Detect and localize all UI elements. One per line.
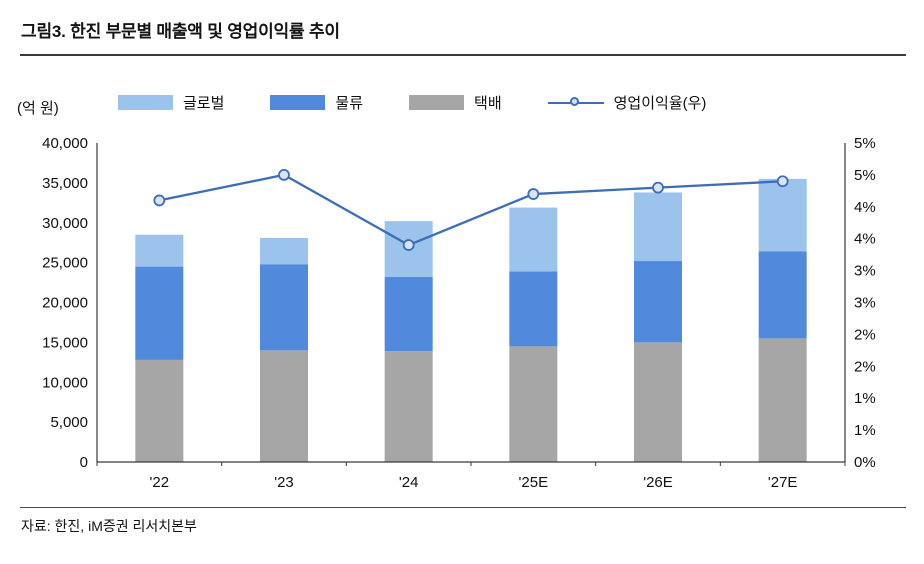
svg-text:4%: 4% — [854, 199, 876, 216]
legend-item-logistics: 물류 — [270, 92, 363, 113]
legend-label-parcel: 택배 — [474, 95, 502, 112]
svg-text:'26E: '26E — [643, 474, 673, 491]
legend-label-logistics: 물류 — [335, 95, 364, 112]
legend-label-global: 글로벌 — [183, 95, 225, 112]
svg-text:10,000: 10,000 — [42, 374, 88, 391]
legend-swatch-parcel — [409, 95, 465, 110]
svg-text:35,000: 35,000 — [42, 175, 88, 192]
legend-item-parcel: 택배 — [409, 92, 502, 113]
legend-item-operating-margin: 영업이익율(우) — [547, 92, 707, 113]
chart-legend: 글로벌 물류 택배 영업이익율(우) — [118, 92, 706, 113]
legend-swatch-logistics — [270, 95, 326, 110]
svg-text:5%: 5% — [854, 135, 876, 152]
svg-text:1%: 1% — [854, 422, 876, 439]
svg-text:3%: 3% — [854, 295, 876, 312]
svg-text:1%: 1% — [854, 390, 876, 407]
svg-text:'22: '22 — [150, 474, 170, 491]
figure-title: 그림3. 한진 부문별 매출액 및 영업이익률 추이 — [21, 22, 340, 41]
svg-text:'27E: '27E — [768, 474, 798, 491]
svg-text:0: 0 — [80, 454, 88, 471]
svg-text:2%: 2% — [854, 326, 876, 343]
footer-divider — [20, 507, 906, 508]
source-note: 자료: 한진, iM증권 리서치본부 — [21, 518, 197, 534]
svg-text:5%: 5% — [854, 167, 876, 184]
svg-text:2%: 2% — [854, 358, 876, 375]
svg-text:20,000: 20,000 — [42, 295, 88, 312]
left-axis-unit-label: (억 원) — [17, 100, 59, 117]
svg-text:4%: 4% — [854, 231, 876, 248]
svg-text:0%: 0% — [854, 454, 876, 471]
legend-line-marker-icon — [547, 95, 604, 110]
svg-text:15,000: 15,000 — [42, 334, 88, 351]
legend-label-operating-margin: 영업이익율(우) — [613, 95, 707, 112]
title-divider — [20, 54, 906, 56]
svg-text:30,000: 30,000 — [42, 215, 88, 232]
legend-item-global: 글로벌 — [118, 92, 224, 113]
svg-text:5,000: 5,000 — [50, 414, 88, 431]
svg-text:3%: 3% — [854, 263, 876, 280]
svg-text:'23: '23 — [274, 474, 294, 491]
svg-text:'25E: '25E — [519, 474, 549, 491]
svg-text:'24: '24 — [399, 474, 419, 491]
svg-text:25,000: 25,000 — [42, 255, 88, 272]
chart-canvas: 40,000 35,000 30,000 25,000 20,000 15,000 10,0… — [42, 135, 876, 491]
svg-text:40,000: 40,000 — [42, 135, 88, 152]
legend-swatch-global — [118, 95, 173, 110]
